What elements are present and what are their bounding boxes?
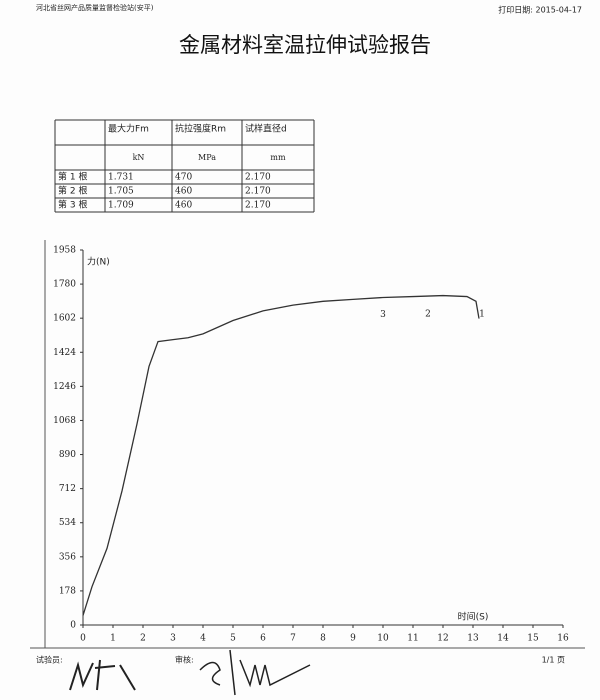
y-tick-label: 534 [59, 518, 76, 528]
y-tick-label: 178 [59, 586, 76, 596]
x-tick-label: 8 [320, 634, 326, 644]
tester-label: 试验员: [36, 655, 63, 665]
table-cell: 2.170 [245, 173, 271, 183]
table-cell: 1.705 [108, 187, 134, 197]
table-cell: 1.731 [108, 173, 134, 183]
x-tick-label: 0 [80, 634, 86, 644]
x-tick-label: 6 [260, 634, 266, 644]
x-tick-label: 2 [140, 634, 146, 644]
x-tick-label: 3 [170, 634, 176, 644]
result-table: 最大力Fm 抗拉强度Rm 试样直径d kN MPa mm 第 1 根 1.731 470 2.17… [54, 119, 315, 213]
curve-label: 3 [380, 310, 386, 320]
table-header: 抗拉强度Rm [175, 123, 226, 135]
reviewer-signature [199, 649, 311, 696]
y-tick-label: 356 [59, 552, 76, 562]
curve-label: 2 [425, 309, 431, 319]
x-tick-label: 7 [290, 634, 296, 644]
tester-signature [69, 659, 136, 691]
y-tick-label: 1068 [53, 416, 76, 426]
y-tick-label: 1780 [53, 280, 76, 290]
table-cell: 2.170 [245, 187, 271, 197]
table-cell: 2.170 [245, 201, 271, 211]
y-tick-label: 712 [59, 484, 76, 494]
y-tick-label: 1424 [53, 348, 76, 358]
y-tick-label: 0 [70, 621, 76, 631]
reviewer-label: 审核: [175, 655, 194, 665]
page-number: 1/1 页 [542, 656, 565, 665]
x-tick-label: 12 [437, 634, 448, 644]
x-axis-label: 时间(S) [458, 611, 489, 623]
org-name: 河北省丝网产品质量监督检验站(安平) [36, 3, 154, 12]
x-tick-label: 4 [200, 634, 206, 644]
table-header: 试样直径d [245, 123, 287, 135]
table-cell: 460 [175, 187, 192, 197]
curve-label: 1 [479, 309, 485, 319]
x-tick-label: 15 [527, 634, 539, 644]
y-axis-label: 力(N) [87, 256, 110, 268]
y-tick-label: 1958 [53, 246, 76, 256]
table-cell: 第 1 根 [58, 171, 87, 183]
x-tick-label: 16 [557, 634, 569, 644]
table-cell: 第 3 根 [58, 199, 87, 211]
table-cell: 460 [175, 201, 192, 211]
x-tick-label: 9 [350, 634, 356, 644]
chart: 0178356534712890106812461424160217801958… [53, 246, 569, 644]
table-cell: 470 [175, 173, 192, 183]
print-date: 打印日期: 2015-04-17 [498, 5, 582, 15]
table-unit: MPa [198, 153, 216, 162]
x-tick-label: 1 [110, 634, 116, 644]
y-tick-label: 1246 [53, 382, 76, 392]
force-curve [82, 294, 480, 616]
y-tick-label: 890 [59, 450, 76, 460]
x-tick-label: 11 [407, 634, 418, 644]
table-unit: kN [133, 153, 145, 162]
table-cell: 1.709 [108, 201, 134, 211]
x-tick-label: 5 [230, 634, 236, 644]
x-tick-label: 10 [377, 634, 389, 644]
x-tick-label: 14 [497, 634, 509, 644]
table-unit: mm [270, 153, 286, 162]
y-tick-label: 1602 [53, 314, 76, 324]
table-header: 最大力Fm [108, 123, 149, 135]
report-title: 金属材料室温拉伸试验报告 [179, 33, 431, 57]
table-cell: 第 2 根 [58, 185, 87, 197]
x-tick-label: 13 [467, 634, 479, 644]
